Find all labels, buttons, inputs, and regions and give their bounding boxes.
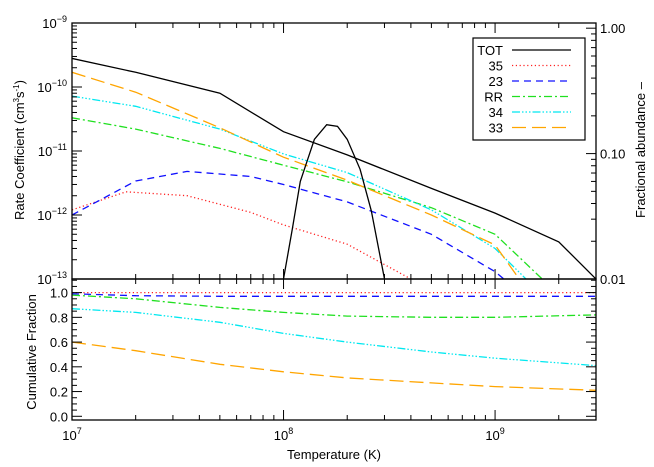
series-line-23 xyxy=(72,170,505,279)
tick-base: 10 xyxy=(37,208,51,223)
tick-exponent: −10 xyxy=(52,78,67,88)
tick-base: 10 xyxy=(274,428,288,443)
top-y-axis-label: Rate Coefficient (cm3s-1) xyxy=(12,80,27,220)
y2-tick-label: 0.10 xyxy=(600,147,625,162)
legend-label: 33 xyxy=(489,121,503,136)
y-tick-label: 10−12 xyxy=(37,206,67,223)
ylabel-part: Rate Coefficient (cm xyxy=(12,102,27,220)
cumulative-line-34 xyxy=(72,308,596,367)
series-line-33 xyxy=(72,71,520,279)
series-line-34 xyxy=(72,95,527,279)
tick-exponent: −9 xyxy=(57,14,67,24)
y-tick-label: 10−13 xyxy=(37,270,67,287)
x-axis-label: Temperature (K) xyxy=(287,447,381,462)
tick-exponent: 8 xyxy=(288,426,293,436)
y-tick-label: 10−9 xyxy=(42,14,67,31)
y2-tick-label: 1.00 xyxy=(600,21,625,36)
tick-exponent: −11 xyxy=(52,142,67,152)
cumulative-line-33 xyxy=(72,341,596,391)
tick-base: 10 xyxy=(37,80,51,95)
tick-base: 10 xyxy=(37,272,51,287)
legend-box xyxy=(472,37,586,141)
right-y-axis-label: Fractional abundance – xyxy=(633,81,648,218)
tick-base: 10 xyxy=(42,16,56,31)
bottom-panel-frame xyxy=(71,278,597,421)
series-line-tot xyxy=(72,57,596,279)
ylabel-part: ) xyxy=(12,80,27,84)
x-tick-label: 108 xyxy=(274,426,293,443)
ylabel-sup: 3 xyxy=(12,97,21,102)
y-tick-label: 1.0 xyxy=(50,286,68,301)
legend-label: 23 xyxy=(489,74,503,89)
tick-base: 10 xyxy=(62,428,76,443)
ylabel-sup: -1 xyxy=(12,84,21,92)
tick-base: 10 xyxy=(38,144,52,159)
tick-exponent: 7 xyxy=(77,426,82,436)
cumulative-line-23 xyxy=(72,293,596,297)
y-tick-label: 0.2 xyxy=(50,385,68,400)
legend-label: RR xyxy=(484,90,503,105)
x-tick-label: 109 xyxy=(485,426,504,443)
y-tick-label: 0.8 xyxy=(50,310,68,325)
series-line-rr xyxy=(72,117,543,279)
y-tick-label: 0.0 xyxy=(50,409,68,424)
y-tick-label: 10−10 xyxy=(37,78,67,95)
legend-label: TOT xyxy=(477,43,503,58)
bottom-y-axis-label: Cumulative Fraction xyxy=(24,294,39,410)
y-tick-label: 0.4 xyxy=(50,360,68,375)
tick-exponent: 9 xyxy=(500,426,505,436)
ylabel-part: s xyxy=(12,91,27,98)
y-tick-label: 10−11 xyxy=(38,142,67,159)
legend-label: 35 xyxy=(489,59,503,74)
y2-tick-label: 0.01 xyxy=(600,272,625,287)
series-line-35 xyxy=(72,191,412,279)
fractional-abundance-line xyxy=(282,124,386,279)
y-tick-label: 0.6 xyxy=(50,335,68,350)
legend-label: 34 xyxy=(489,105,503,120)
tick-exponent: −12 xyxy=(52,206,67,216)
tick-base: 10 xyxy=(485,428,499,443)
tick-exponent: −13 xyxy=(52,270,67,280)
x-tick-label: 107 xyxy=(62,426,81,443)
cumulative-line-rr xyxy=(72,294,596,318)
